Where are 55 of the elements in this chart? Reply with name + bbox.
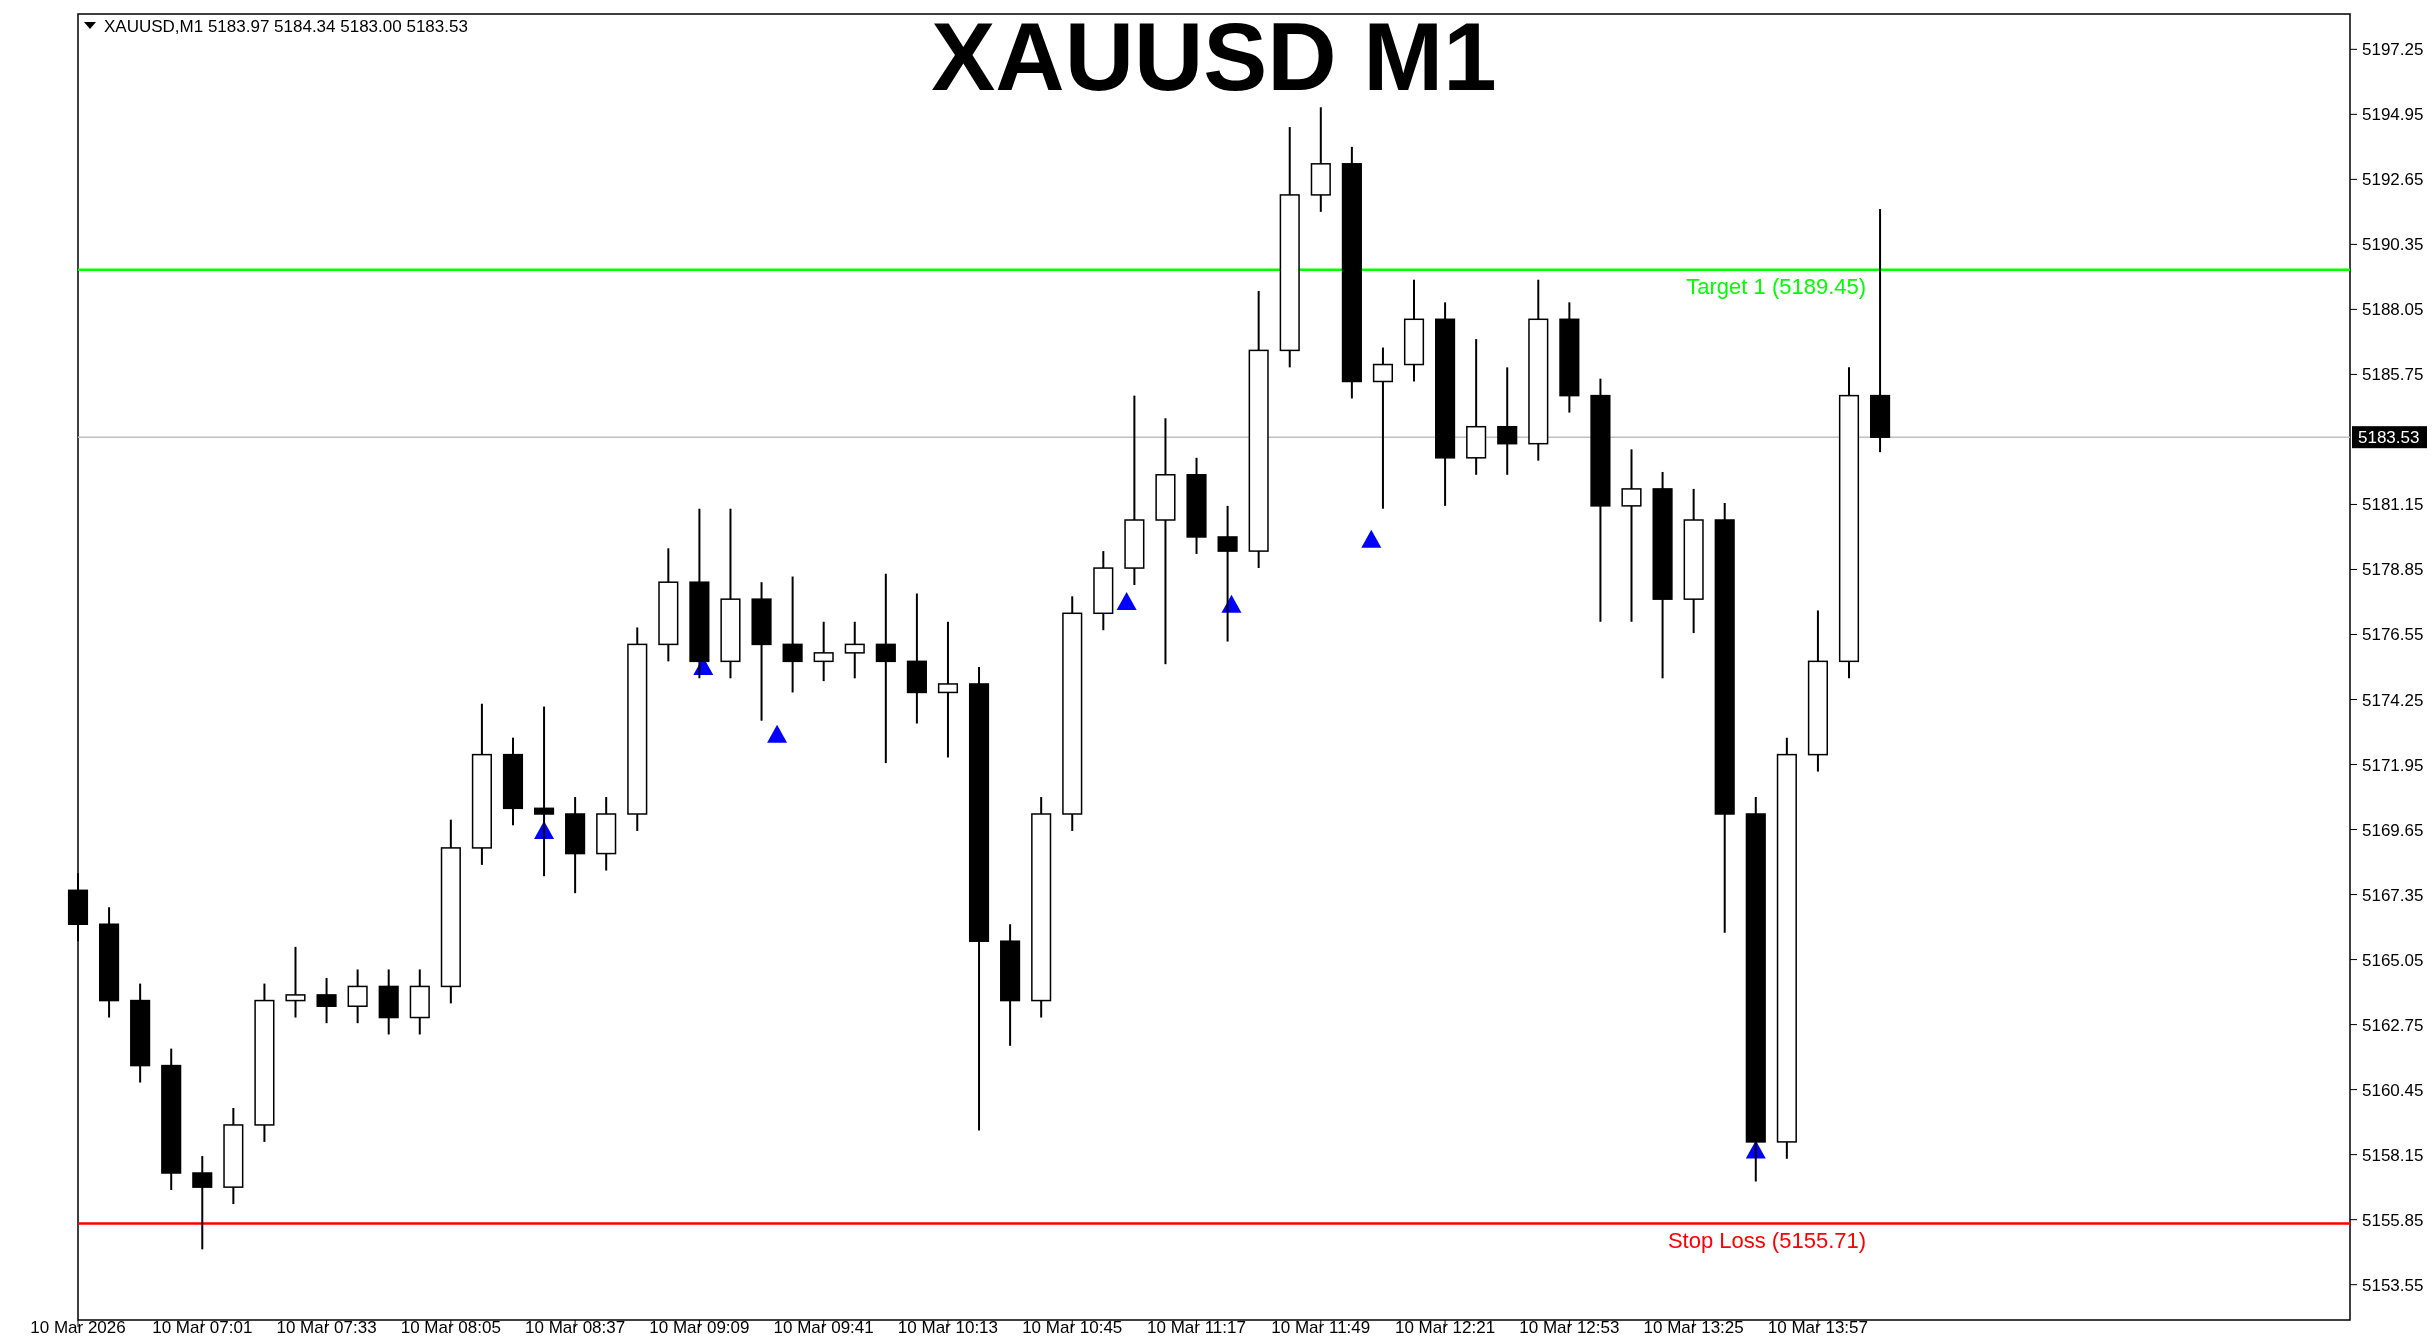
x-tick-label: 10 Mar 10:45 <box>1022 1318 1123 1337</box>
y-tick-label: 5192.65 <box>2362 170 2424 190</box>
candlestick <box>1621 448 1642 623</box>
x-tick-label: 10 Mar 10:13 <box>897 1318 999 1337</box>
y-tick-label: 5169.65 <box>2362 820 2424 840</box>
candlestick <box>844 620 865 680</box>
x-tick-label: 10 Mar 08:05 <box>400 1318 501 1337</box>
candlestick <box>782 575 803 694</box>
y-tick-label: 5158.15 <box>2362 1145 2424 1165</box>
y-tick-label: 5194.95 <box>2362 105 2424 125</box>
x-tick-label: 10 Mar 09:09 <box>649 1318 750 1337</box>
y-tick-label: 5155.85 <box>2362 1210 2424 1230</box>
y-tick-label: 5185.75 <box>2362 365 2424 385</box>
point <box>1116 591 1137 610</box>
x-tick-label: 10 Mar 11:49 <box>1271 1318 1371 1337</box>
x-tick-label: 10 Mar 07:01 <box>152 1318 253 1337</box>
point <box>1361 529 1382 548</box>
x-tick-label: 10 Mar 13:25 <box>1643 1318 1744 1337</box>
x-tick-label: 10 Mar 07:33 <box>276 1318 377 1337</box>
x-tick-label: 10 Mar 12:21 <box>1394 1318 1496 1337</box>
y-tick-label: 5165.05 <box>2362 950 2424 970</box>
y-tick-label: 5188.05 <box>2362 300 2424 320</box>
y-tick-label: 5162.75 <box>2362 1015 2424 1035</box>
x-tick-label: 10 Mar 08:37 <box>525 1318 626 1337</box>
x-tick-label: 10 Mar 09:41 <box>773 1318 874 1337</box>
candlestick <box>347 968 368 1025</box>
y-tick-label: 5181.15 <box>2362 495 2424 515</box>
candlestick <box>192 1155 213 1251</box>
candlestick <box>285 945 306 1019</box>
candlestick <box>1497 366 1518 476</box>
y-tick-label: 5178.85 <box>2362 560 2424 580</box>
y-tick-label: 5176.55 <box>2362 625 2424 645</box>
ref-line-label: Target 1 (5189.45) <box>1686 273 1867 299</box>
y-tick-label: 5167.35 <box>2362 885 2424 905</box>
x-tick-label: 10 Mar 11:17 <box>1147 1318 1246 1337</box>
candlestick <box>1372 346 1394 510</box>
y-tick-label: 5160.45 <box>2362 1080 2424 1100</box>
y-tick-label: 5174.25 <box>2362 690 2424 710</box>
x-tick-label: 10 Mar 12:53 <box>1519 1318 1620 1337</box>
y-tick-label: 5171.95 <box>2362 755 2424 775</box>
y-tick-label: 5153.55 <box>2362 1275 2424 1295</box>
candlestick <box>937 620 959 759</box>
annotation: XAUUSD,M1 5183.97 5184.34 5183.00 5183.53 <box>104 17 468 36</box>
y-tick-label: 5197.25 <box>2362 40 2424 60</box>
ref-line-label: Stop Loss (5155.71) <box>1667 1227 1867 1253</box>
chart-title: XAUUSD M1 <box>931 3 1497 110</box>
y-tick-label: 5190.35 <box>2362 235 2424 255</box>
x-tick-label: 10 Mar 13:57 <box>1767 1318 1869 1337</box>
ref-line-label: 5183.53 <box>2358 428 2420 448</box>
candlestick <box>316 976 337 1025</box>
candlestick <box>813 620 834 683</box>
candlestick <box>1217 504 1238 643</box>
candlestick <box>875 572 896 765</box>
point <box>767 724 788 743</box>
x-tick-label: 10 Mar 2026 <box>30 1318 126 1337</box>
